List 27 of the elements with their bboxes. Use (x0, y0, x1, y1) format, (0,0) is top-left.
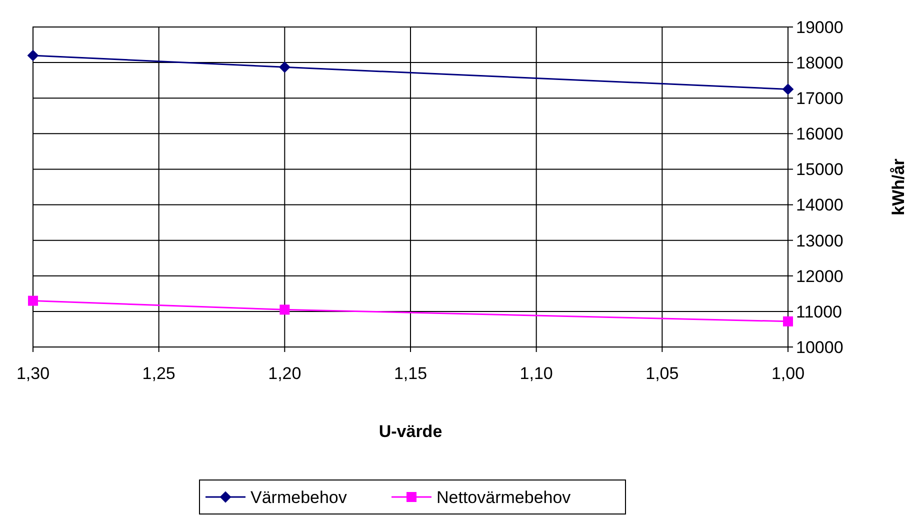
y-tick-label: 17000 (796, 89, 844, 108)
legend-label: Värmebehov (250, 488, 348, 507)
y-tick-label: 15000 (796, 160, 844, 180)
point (782, 84, 794, 95)
y-tick-label: 19000 (796, 18, 844, 37)
legend-label: Nettovärmebehov (436, 488, 572, 507)
y-tick-label: 12000 (796, 266, 844, 286)
point (28, 50, 38, 61)
point (279, 62, 290, 73)
x-axis-title: U-värde (378, 422, 442, 441)
x-tick-label: 1,25 (142, 364, 176, 383)
y-tick-label: 16000 (796, 124, 844, 144)
y-tick-label: 11000 (796, 302, 842, 322)
point (28, 296, 38, 306)
x-tick-label: 1,05 (646, 364, 679, 383)
y-axis-title: kWh/år (889, 158, 908, 216)
y-tick-label: 10000 (796, 338, 844, 357)
y-tick-label: 13000 (796, 231, 844, 250)
x-tick-label: 1,10 (520, 364, 553, 383)
x-tick-label: 1,00 (771, 364, 805, 383)
x-tick-label: 1,20 (268, 364, 302, 383)
y-tick-label: 18000 (796, 54, 844, 73)
point (783, 316, 793, 326)
y-tick-label: 14000 (796, 196, 844, 215)
point (280, 304, 290, 315)
x-tick-label: 1,15 (394, 364, 428, 383)
x-tick-label: 1,30 (16, 364, 50, 383)
